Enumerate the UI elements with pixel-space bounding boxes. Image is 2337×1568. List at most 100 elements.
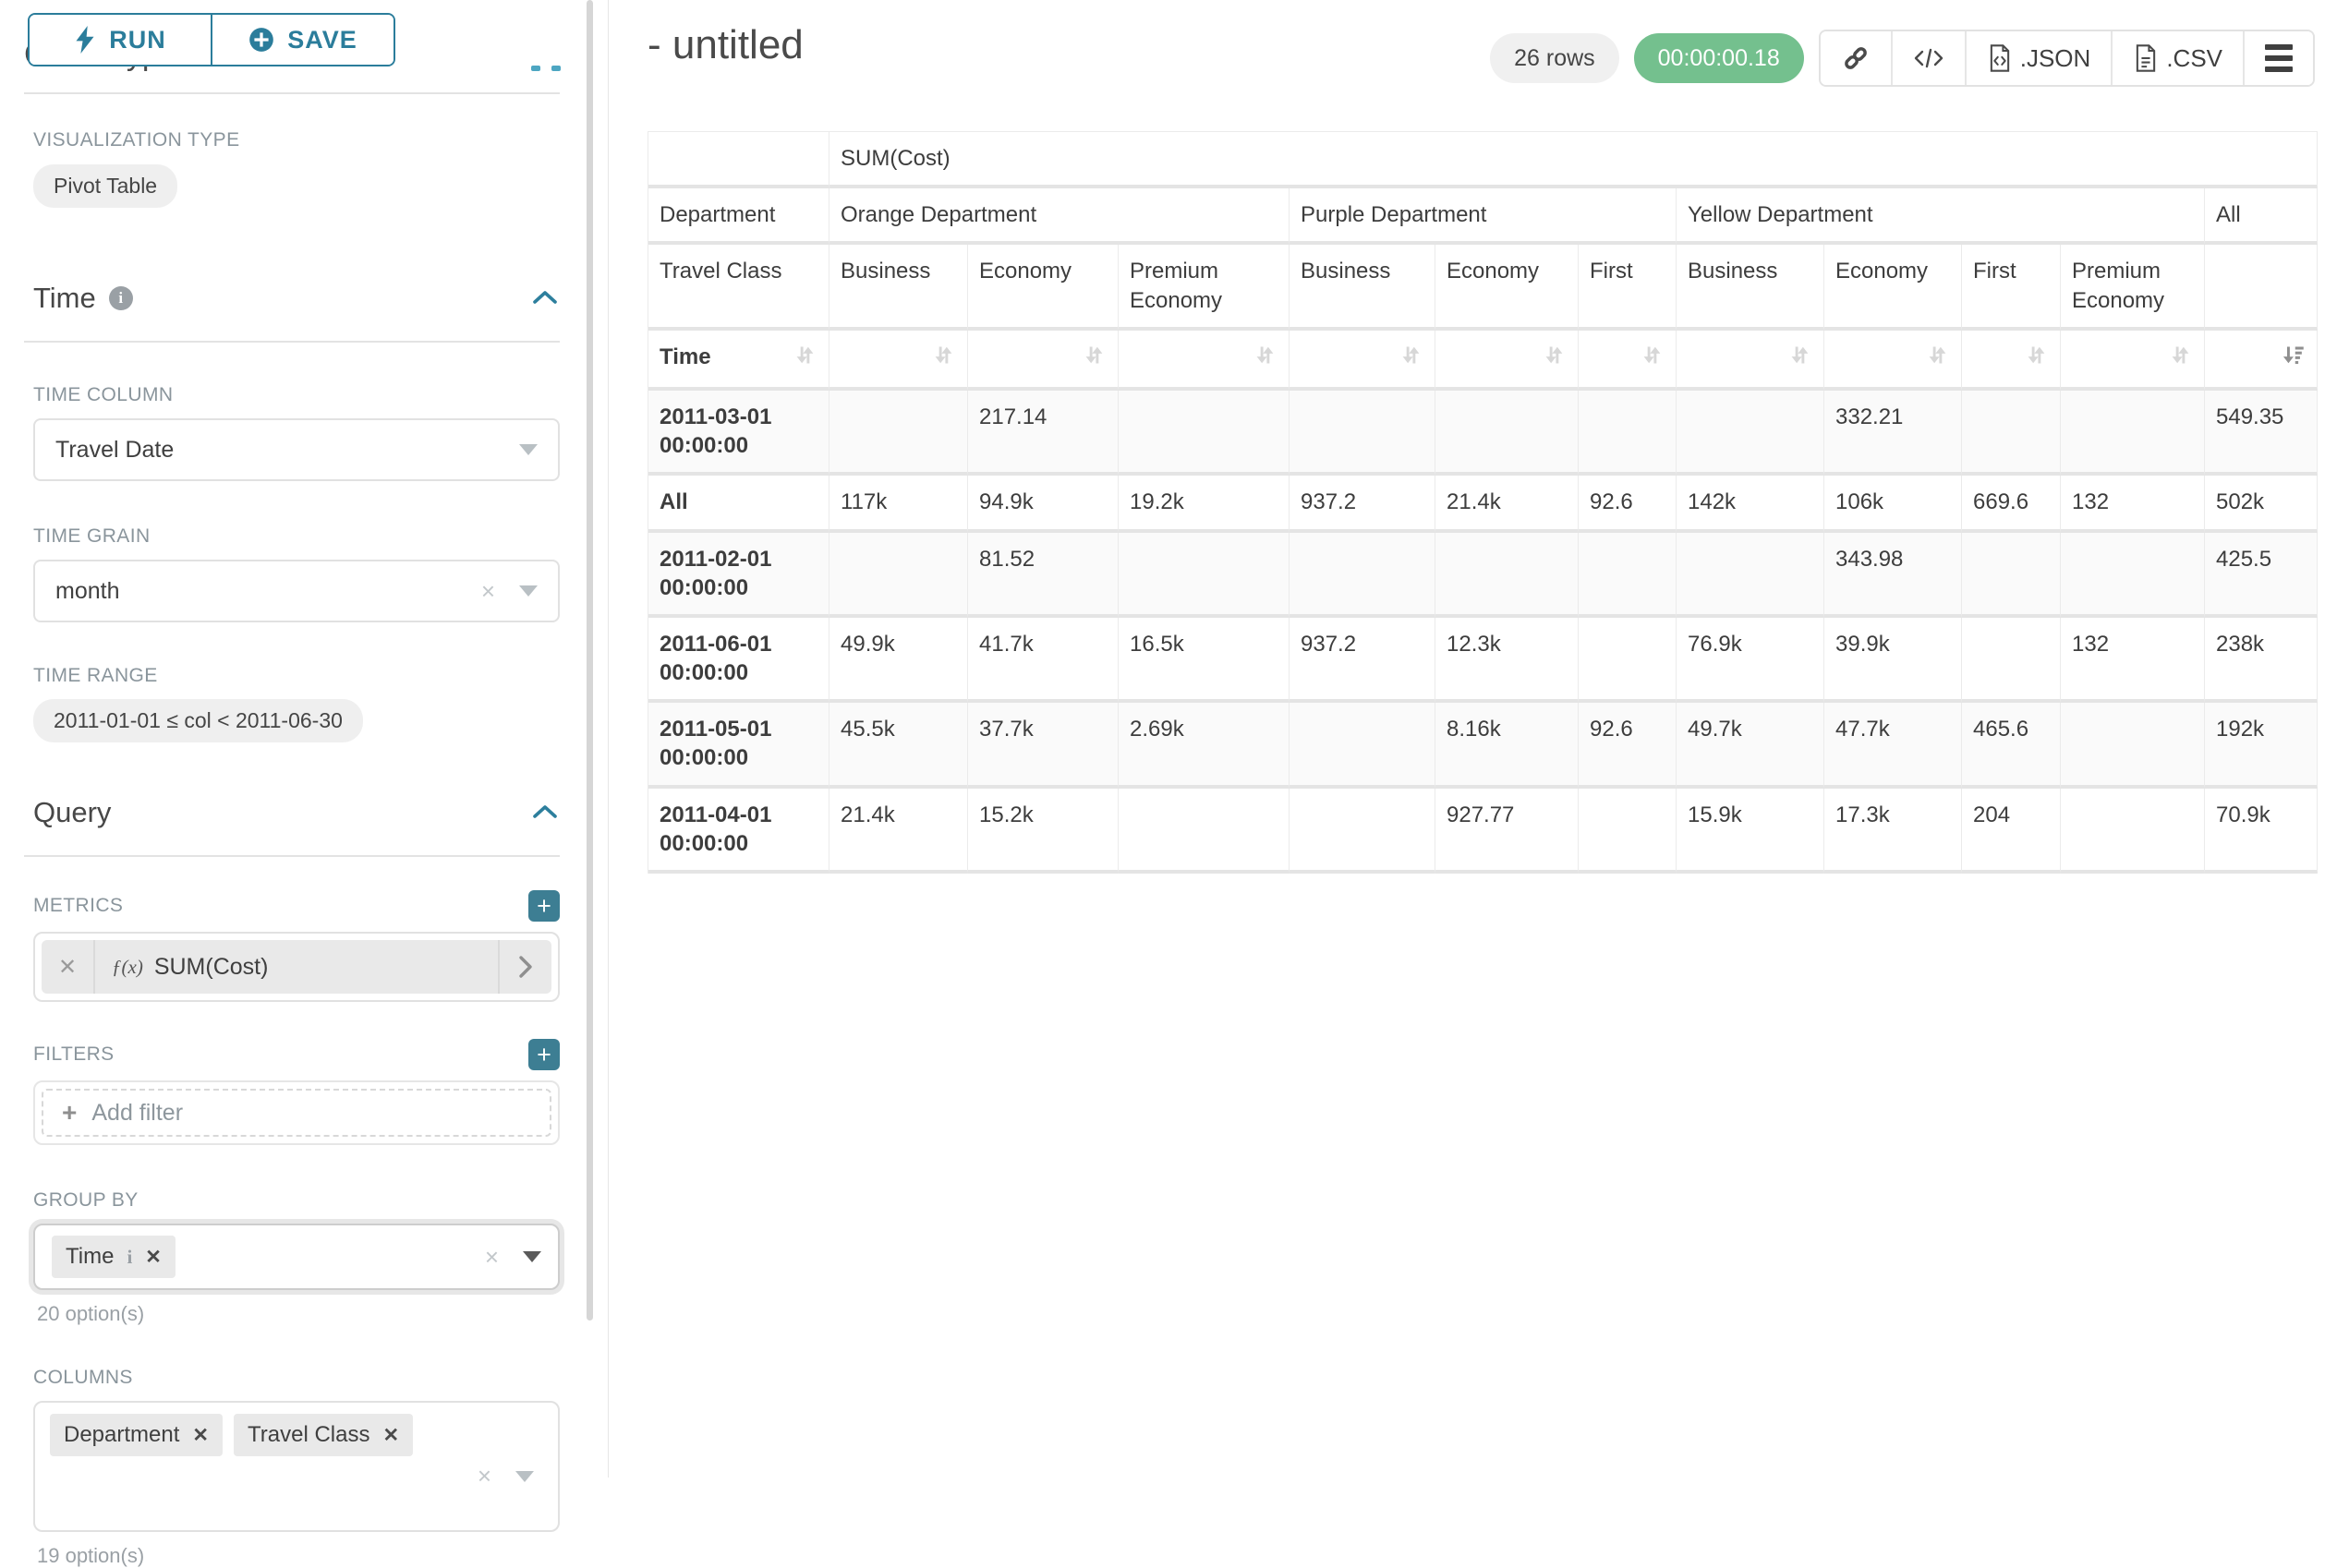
run-button-label: RUN	[109, 25, 166, 54]
sort-icon[interactable]	[2168, 343, 2193, 375]
sort-icon[interactable]	[1640, 343, 1665, 375]
sort-header-cell[interactable]	[2061, 330, 2205, 391]
time-column-value: Travel Date	[55, 436, 175, 463]
columns-label: COLUMNS	[33, 1367, 133, 1388]
sort-header-cell[interactable]	[968, 330, 1119, 391]
group-by-option-count: 20 option(s)	[37, 1302, 145, 1325]
time-range-pill[interactable]: 2011-01-01 ≤ col < 2011-06-30	[33, 699, 363, 742]
expand-metric-icon[interactable]	[498, 940, 551, 994]
sort-icon[interactable]	[931, 343, 956, 375]
remove-tag-icon[interactable]: ✕	[145, 1246, 162, 1268]
save-button-label: SAVE	[287, 25, 357, 54]
time-sort-header-cell[interactable]: Time	[648, 330, 829, 391]
remove-tag-icon[interactable]: ✕	[192, 1424, 209, 1446]
sort-header-cell[interactable]	[1290, 330, 1435, 391]
columns-select[interactable]: Department ✕ Travel Class ✕ ×	[33, 1401, 560, 1532]
value-cell: 192k	[2205, 703, 2319, 789]
value-cell	[1435, 390, 1579, 476]
export-csv-button[interactable]: .CSV	[2111, 31, 2243, 85]
travel-class-header-cell: Premium Economy	[2061, 245, 2205, 331]
department-group-cell: Yellow Department	[1677, 188, 2205, 246]
sort-icon[interactable]	[1925, 343, 1950, 375]
chevron-down-icon	[519, 444, 538, 455]
sort-header-cell[interactable]	[1824, 330, 1962, 391]
plus-circle-icon	[249, 28, 274, 52]
metrics-label: METRICS	[33, 895, 124, 916]
sort-icon[interactable]	[2024, 343, 2049, 375]
value-cell: 669.6	[1962, 476, 2061, 533]
sort-header-cell[interactable]	[1435, 330, 1579, 391]
sort-icon[interactable]	[1082, 343, 1107, 375]
query-duration-badge: 00:00:00.18	[1633, 33, 1804, 83]
travel-class-header-cell	[2205, 245, 2319, 331]
value-cell	[1119, 390, 1290, 476]
row-label-cell: 2011-06-01 00:00:00	[648, 617, 829, 704]
chart-title[interactable]: - untitled	[648, 22, 804, 67]
columns-tag-label: Department	[64, 1422, 180, 1447]
value-cell: 343.98	[1824, 532, 1962, 618]
sort-header-cell[interactable]	[1962, 330, 2061, 391]
sort-header-cell-sorted-desc[interactable]	[2205, 330, 2319, 391]
export-json-button[interactable]: .JSON	[1964, 31, 2112, 85]
value-cell	[1579, 617, 1677, 704]
group-by-select[interactable]: Time i ✕ ×	[33, 1224, 560, 1290]
more-options-button[interactable]	[2243, 31, 2313, 85]
value-cell	[1677, 390, 1824, 476]
sort-icon[interactable]	[1787, 343, 1812, 375]
save-button[interactable]: SAVE	[211, 15, 394, 65]
clear-icon[interactable]: ×	[480, 576, 495, 605]
sort-icon[interactable]	[1542, 343, 1567, 375]
columns-tag[interactable]: Department ✕	[50, 1414, 223, 1456]
file-text-icon	[2137, 44, 2156, 72]
add-filter-button[interactable]: + Add filter	[42, 1089, 551, 1137]
travel-class-header-cell: Economy	[968, 245, 1119, 331]
travel-class-label-cell: Travel Class	[648, 245, 829, 331]
sort-header-cell[interactable]	[1579, 330, 1677, 391]
sort-header-cell[interactable]	[1119, 330, 1290, 391]
table-row: 2011-03-01 00:00:00 217.14 332.21 549.35	[648, 390, 2319, 476]
scrollbar-thumb[interactable]	[587, 0, 593, 1321]
time-column-select[interactable]: Travel Date	[33, 418, 560, 481]
group-by-tag[interactable]: Time i ✕	[52, 1236, 176, 1278]
sort-icon[interactable]	[1399, 343, 1423, 375]
table-row: 2011-05-01 00:00:00 45.5k 37.7k 2.69k 8.16k 9…	[648, 703, 2319, 789]
row-label-cell: 2011-04-01 00:00:00	[648, 788, 829, 874]
visualization-type-pill[interactable]: Pivot Table	[33, 164, 178, 208]
sort-desc-icon[interactable]	[2281, 343, 2306, 375]
add-filter-plus-button[interactable]: +	[528, 1039, 560, 1070]
collapse-chevron-icon[interactable]	[530, 796, 560, 829]
collapse-chevron-icon[interactable]	[530, 282, 560, 315]
row-label-cell: All	[648, 476, 829, 533]
value-cell: 142k	[1677, 476, 1824, 533]
table-row: All 117k 94.9k 19.2k 937.2 21.4k 92.6 142k 106k 6…	[648, 476, 2319, 533]
columns-tag[interactable]: Travel Class ✕	[234, 1414, 414, 1456]
clear-icon[interactable]: ×	[477, 1462, 491, 1490]
chart-type-chevron-fragment-icon	[531, 66, 540, 71]
sort-icon[interactable]	[1253, 343, 1277, 375]
sort-icon[interactable]	[793, 343, 817, 375]
time-grain-label: TIME GRAIN	[33, 525, 151, 547]
value-cell: 238k	[2205, 617, 2319, 704]
remove-metric-icon[interactable]: ✕	[42, 940, 95, 994]
info-icon[interactable]: i	[108, 286, 133, 310]
value-cell: 19.2k	[1119, 476, 1290, 533]
time-row-label: Time	[660, 344, 711, 369]
value-cell: 49.9k	[829, 617, 968, 704]
remove-tag-icon[interactable]: ✕	[382, 1424, 400, 1446]
run-save-button-group: RUN SAVE	[28, 13, 395, 66]
clear-icon[interactable]: ×	[484, 1242, 499, 1271]
chart-type-chevron-fragment-icon	[551, 66, 561, 71]
sort-header-cell[interactable]	[829, 330, 968, 391]
visualization-type-label: VISUALIZATION TYPE	[33, 129, 240, 151]
value-cell: 21.4k	[829, 788, 968, 874]
group-by-tag-label: Time	[66, 1244, 115, 1269]
sort-header-cell[interactable]	[1677, 330, 1824, 391]
view-query-button[interactable]	[1890, 31, 1965, 85]
run-button[interactable]: RUN	[30, 15, 211, 65]
department-group-cell: Purple Department	[1290, 188, 1677, 246]
info-icon[interactable]: i	[127, 1245, 133, 1268]
add-metric-button[interactable]: +	[528, 890, 560, 922]
share-link-button[interactable]	[1820, 31, 1891, 85]
time-grain-select[interactable]: month ×	[33, 560, 560, 622]
metric-pill[interactable]: ✕ ƒ(x) SUM(Cost)	[42, 940, 551, 994]
